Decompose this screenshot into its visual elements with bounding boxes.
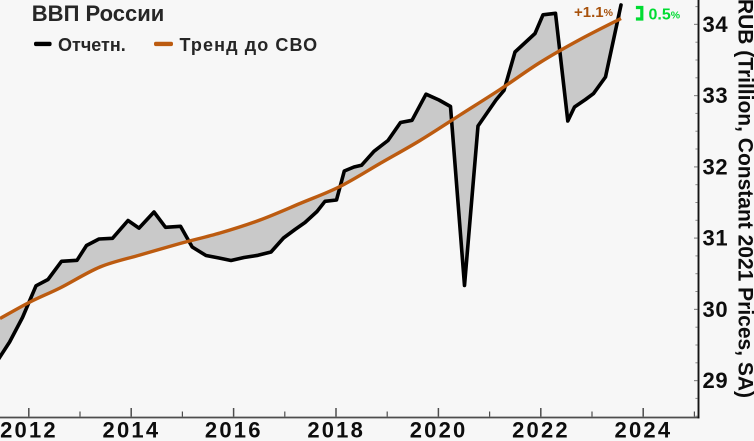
svg-text:ВВП России: ВВП России — [32, 1, 165, 26]
svg-text:2016: 2016 — [205, 418, 263, 441]
svg-text:33: 33 — [703, 83, 729, 108]
svg-text:RUB (Trillion, Constant 2021 P: RUB (Trillion, Constant 2021 Prices, SA) — [734, 0, 754, 398]
svg-text:2024: 2024 — [615, 418, 673, 441]
svg-text:0.5%: 0.5% — [649, 6, 681, 23]
svg-text:31: 31 — [703, 226, 729, 251]
svg-text:32: 32 — [703, 154, 729, 179]
svg-text:+1.1%: +1.1% — [574, 4, 614, 21]
svg-text:30: 30 — [703, 297, 729, 322]
svg-text:34: 34 — [703, 12, 729, 37]
svg-text:2012: 2012 — [0, 418, 58, 441]
svg-text:2022: 2022 — [512, 418, 570, 441]
svg-text:Тренд до СВО: Тренд до СВО — [180, 35, 319, 55]
svg-text:2018: 2018 — [307, 418, 365, 441]
svg-text:2014: 2014 — [103, 418, 161, 441]
svg-text:29: 29 — [703, 368, 729, 393]
svg-text:2020: 2020 — [410, 418, 468, 441]
svg-text:Отчетн.: Отчетн. — [58, 35, 126, 55]
